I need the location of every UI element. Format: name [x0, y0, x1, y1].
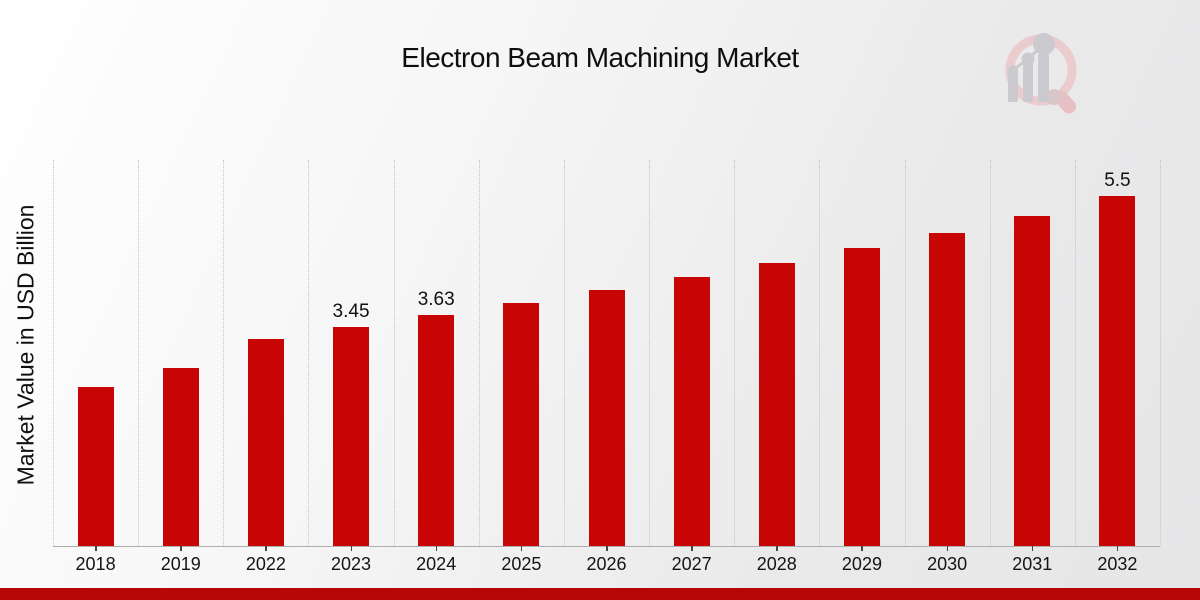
x-axis-label-2023: 2023: [331, 554, 372, 574]
x-axis-label-2031: 2031: [1012, 554, 1053, 574]
x-axis-label-2027: 2027: [671, 554, 712, 574]
logo-blob: [1046, 89, 1062, 105]
gridline: [1160, 160, 1161, 546]
x-axis-tick: [776, 546, 778, 551]
x-axis-label-2019: 2019: [160, 554, 201, 574]
bar-2027: [673, 277, 710, 546]
x-axis-label-2018: 2018: [75, 554, 116, 574]
x-axis-tick: [946, 546, 949, 551]
x-axis-tick: [265, 546, 267, 551]
gridline: [53, 160, 54, 546]
gridline: [649, 160, 651, 546]
chart-title: Electron Beam Machining Market: [401, 42, 799, 73]
x-axis-tick: [520, 546, 523, 551]
bar-2025: [503, 303, 540, 546]
x-axis-label-2029: 2029: [841, 554, 882, 574]
x-axis-tick: [861, 546, 863, 551]
market-research-chart-watermark-logo: [1005, 33, 1077, 114]
gridline: [1074, 160, 1076, 546]
bar-2024: [418, 315, 455, 546]
x-axis-label-2022: 2022: [245, 554, 286, 574]
bar-value-label-2023: 3.45: [332, 300, 370, 322]
logo-bar-3: [1038, 54, 1049, 102]
x-axis-label-2032: 2032: [1097, 554, 1138, 574]
gridline: [138, 160, 140, 546]
bar-2031: [1014, 215, 1051, 546]
x-axis-tick: [350, 546, 353, 551]
x-axis-tick: [180, 546, 182, 551]
y-axis-label: Market Value in USD Billion: [12, 204, 39, 486]
x-axis-tick: [691, 546, 693, 551]
x-axis-label-2025: 2025: [501, 554, 542, 574]
gridline: [308, 160, 310, 546]
x-axis-tick: [435, 546, 438, 551]
x-axis-tick: [606, 546, 608, 551]
gridline: [563, 160, 565, 546]
bar-2032: [1099, 196, 1136, 546]
x-axis-label-2024: 2024: [416, 554, 457, 574]
bar-2022: [247, 338, 284, 546]
bar-2019: [162, 367, 199, 546]
gridline: [478, 160, 480, 546]
bar-2028: [758, 263, 795, 546]
bottom-red-banner: [0, 588, 1200, 600]
logo-dot-mid: [1021, 52, 1035, 66]
bar-2030: [929, 232, 966, 546]
x-axis-label-2030: 2030: [927, 554, 968, 574]
bar-value-label-2032: 5.5: [1104, 170, 1131, 192]
gridline: [393, 160, 395, 546]
logo-bar-1: [1008, 71, 1018, 102]
bar-2018: [77, 387, 114, 546]
gridline: [819, 160, 821, 546]
x-axis-tick: [95, 546, 97, 551]
logo-bar-2: [1023, 60, 1033, 102]
x-axis-tick: [1031, 546, 1034, 551]
gridline: [223, 160, 225, 546]
gridline: [989, 160, 991, 546]
bar-2026: [588, 290, 625, 546]
bar-2023: [333, 326, 370, 546]
logo-dot-big: [1033, 33, 1055, 55]
gridline: [734, 160, 736, 546]
logo-dot-small: [1008, 65, 1018, 75]
gridline: [904, 160, 906, 546]
x-axis-tick: [1116, 546, 1119, 551]
bar-2029: [843, 248, 880, 546]
x-axis-label-2026: 2026: [586, 554, 627, 574]
bar-value-label-2024: 3.63: [417, 289, 455, 311]
plot-area: 2018 2019 2022 3.45 2023 3.63 2024 2025 2026 2027…: [53, 160, 1161, 574]
x-axis-label-2028: 2028: [756, 554, 797, 574]
